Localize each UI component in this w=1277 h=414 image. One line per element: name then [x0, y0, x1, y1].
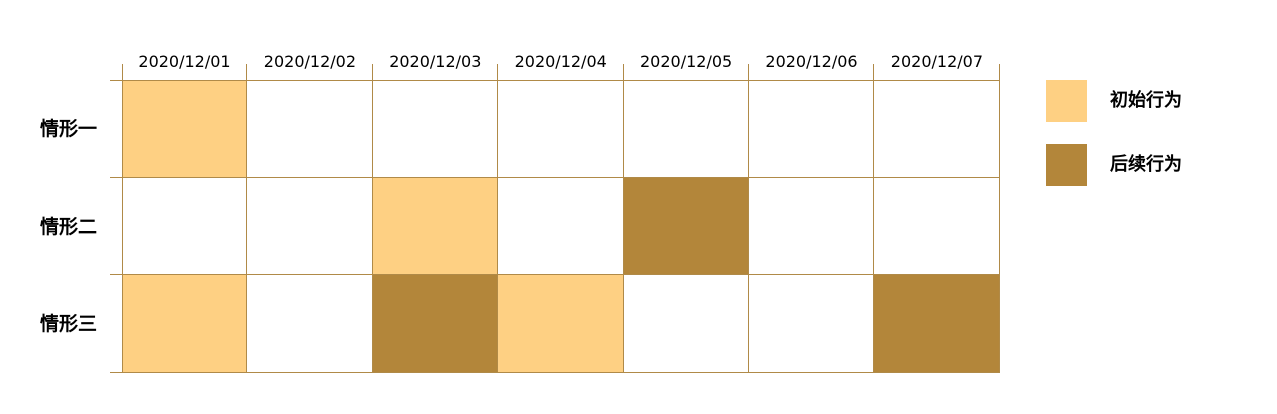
grid-horizontal-line: [110, 177, 1000, 178]
legend-swatch-followup: [1046, 144, 1087, 186]
grid-cell-empty: [247, 275, 372, 373]
grid-cell-empty: [874, 178, 999, 276]
grid-cell-followup: [874, 275, 1000, 374]
grid-cell-empty: [498, 80, 623, 178]
date-label: 2020/12/07: [890, 52, 983, 71]
grid-cell-empty: [247, 178, 372, 276]
grid-cell-followup: [372, 275, 499, 374]
legend-label-followup: 后续行为: [1110, 154, 1182, 175]
grid-vertical-line: [748, 64, 749, 374]
grid-horizontal-line: [110, 274, 1000, 275]
grid-vertical-line: [122, 64, 123, 374]
grid-vertical-line: [246, 64, 247, 374]
grid-cell-empty: [122, 178, 247, 276]
grid-cell-empty: [749, 178, 874, 276]
grid-cell-initial: [122, 275, 248, 374]
grid-cell-empty: [749, 275, 874, 373]
grid-horizontal-line: [110, 80, 1000, 81]
grid-horizontal-line: [110, 372, 1000, 373]
grid-cell-empty: [498, 178, 623, 276]
grid-cell-followup: [623, 177, 749, 276]
date-label: 2020/12/03: [389, 52, 482, 71]
row-label: 情形二: [40, 215, 98, 238]
date-label: 2020/12/02: [263, 52, 356, 71]
date-label: 2020/12/06: [765, 52, 858, 71]
date-label: 2020/12/04: [514, 52, 607, 71]
grid-vertical-line: [999, 64, 1000, 374]
date-label: 2020/12/05: [639, 52, 733, 71]
grid-cell-empty: [624, 275, 749, 373]
grid-cell-initial: [122, 80, 248, 178]
grid-cell-empty: [624, 80, 749, 178]
grid-cell-empty: [373, 80, 498, 178]
legend-swatch-initial: [1046, 80, 1087, 122]
date-label: 2020/12/01: [138, 52, 231, 71]
grid-vertical-line: [873, 64, 874, 374]
row-label: 情形一: [40, 117, 98, 140]
grid-cell-empty: [874, 80, 999, 178]
grid-vertical-line: [372, 64, 373, 374]
grid-cell-initial: [498, 275, 624, 374]
grid-vertical-line: [497, 64, 498, 374]
legend-label-initial: 初始行为: [1110, 90, 1182, 111]
grid-cell-empty: [247, 80, 372, 178]
grid-cell-empty: [749, 80, 874, 178]
row-label: 情形三: [40, 313, 98, 336]
grid-vertical-line: [623, 64, 624, 374]
grid-cell-initial: [372, 177, 499, 276]
